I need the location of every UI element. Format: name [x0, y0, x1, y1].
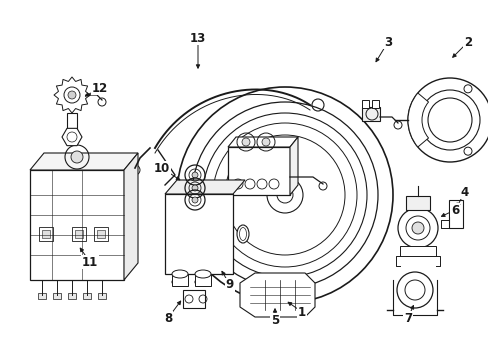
Bar — [371, 100, 378, 108]
Bar — [361, 107, 379, 121]
Text: 5: 5 — [270, 314, 279, 327]
Circle shape — [192, 172, 198, 178]
Circle shape — [276, 187, 292, 203]
Circle shape — [71, 151, 83, 163]
Text: 7: 7 — [403, 311, 411, 324]
Bar — [75, 230, 83, 238]
Wedge shape — [407, 93, 427, 147]
Bar — [361, 100, 368, 108]
Bar — [399, 246, 435, 256]
Circle shape — [192, 185, 198, 191]
Text: 10: 10 — [154, 162, 170, 175]
Circle shape — [192, 197, 198, 203]
Text: 12: 12 — [92, 81, 108, 94]
Bar — [405, 196, 429, 210]
Bar — [195, 274, 210, 286]
Circle shape — [411, 222, 423, 234]
Bar — [83, 293, 91, 299]
Ellipse shape — [195, 278, 210, 286]
Bar — [39, 227, 53, 241]
Text: 2: 2 — [463, 36, 471, 49]
Text: 4: 4 — [460, 185, 468, 198]
Bar — [53, 293, 61, 299]
Ellipse shape — [172, 270, 187, 278]
Polygon shape — [240, 273, 314, 317]
Polygon shape — [289, 137, 297, 195]
Ellipse shape — [237, 225, 248, 243]
Circle shape — [262, 138, 269, 146]
Bar — [448, 200, 462, 228]
Bar — [183, 290, 204, 308]
Bar — [98, 293, 106, 299]
Polygon shape — [124, 153, 138, 280]
Polygon shape — [30, 153, 138, 170]
Bar — [172, 274, 187, 286]
Polygon shape — [62, 128, 82, 146]
Text: 3: 3 — [383, 36, 391, 49]
Polygon shape — [164, 194, 232, 274]
Bar — [97, 230, 105, 238]
Circle shape — [419, 90, 479, 150]
Text: 11: 11 — [81, 256, 98, 269]
Text: 8: 8 — [163, 311, 172, 324]
Ellipse shape — [195, 270, 210, 278]
Text: 9: 9 — [225, 279, 234, 292]
Circle shape — [242, 138, 249, 146]
Circle shape — [68, 91, 76, 99]
Text: 13: 13 — [189, 31, 206, 45]
Bar — [94, 227, 108, 241]
Ellipse shape — [172, 278, 187, 286]
Ellipse shape — [239, 228, 246, 240]
Bar — [227, 147, 289, 195]
Polygon shape — [227, 137, 297, 147]
Text: 1: 1 — [297, 306, 305, 319]
Text: 6: 6 — [450, 203, 458, 216]
Circle shape — [407, 78, 488, 162]
Bar — [72, 227, 86, 241]
Polygon shape — [30, 170, 124, 280]
Bar — [38, 293, 46, 299]
Bar — [68, 293, 76, 299]
Bar — [67, 113, 77, 131]
Bar — [42, 230, 50, 238]
Polygon shape — [164, 180, 244, 194]
